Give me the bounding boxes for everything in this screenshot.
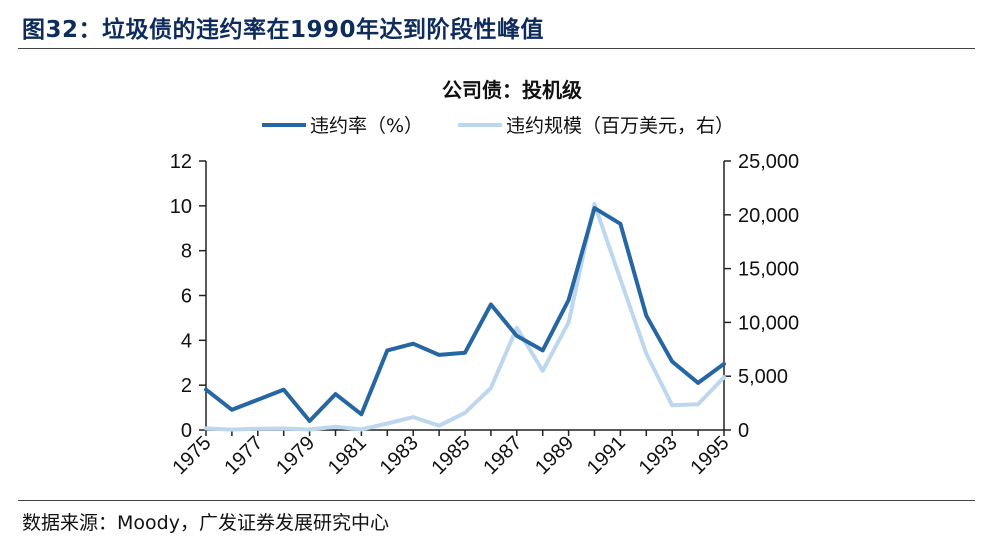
x-axis-tick-label: 1975 bbox=[169, 432, 216, 479]
data-point-default-amount bbox=[282, 427, 286, 430]
data-point-default-amount bbox=[308, 428, 312, 431]
x-axis-tick-label: 1983 bbox=[376, 432, 423, 479]
left-axis-tick-label: 6 bbox=[181, 286, 192, 308]
x-axis-tick-label: 1985 bbox=[428, 432, 475, 479]
data-point-default-rate bbox=[567, 298, 571, 302]
right-axis-tick-label: 15,000 bbox=[738, 259, 799, 281]
x-axis-tick-label: 1991 bbox=[583, 432, 630, 479]
data-point-default-rate bbox=[334, 392, 337, 396]
legend-label-default-rate: 违约率（%） bbox=[310, 115, 423, 137]
data-point-default-rate bbox=[230, 408, 234, 412]
data-point-default-rate bbox=[204, 388, 208, 392]
data-point-default-amount bbox=[359, 428, 363, 431]
data-point-default-rate bbox=[618, 222, 622, 226]
chart-title: 公司债：投机级 bbox=[442, 78, 582, 102]
right-axis-tick-label: 5,000 bbox=[738, 366, 788, 388]
data-point-default-amount bbox=[670, 403, 674, 407]
data-point-default-rate bbox=[593, 206, 596, 210]
bottom-rule bbox=[18, 500, 975, 501]
series-layer bbox=[204, 202, 726, 432]
data-point-default-amount bbox=[593, 202, 596, 206]
x-axis-tick-label: 1979 bbox=[272, 432, 319, 479]
data-point-default-rate bbox=[463, 351, 467, 355]
data-point-default-amount bbox=[230, 428, 234, 432]
x-axis-tick-label: 1981 bbox=[324, 432, 371, 479]
top-rule bbox=[18, 48, 975, 49]
data-point-default-rate bbox=[437, 353, 441, 357]
right-axis-tick-label: 20,000 bbox=[738, 205, 799, 227]
data-point-default-rate bbox=[256, 398, 260, 402]
x-axis-tick-label: 1995 bbox=[687, 432, 734, 479]
data-point-default-rate bbox=[722, 362, 726, 366]
data-point-default-amount bbox=[256, 427, 260, 431]
data-point-default-rate bbox=[282, 388, 286, 392]
data-point-default-rate bbox=[359, 412, 363, 416]
data-point-default-amount bbox=[204, 426, 208, 430]
left-axis-tick-label: 12 bbox=[170, 151, 192, 173]
data-point-default-rate bbox=[308, 419, 312, 423]
data-point-default-rate bbox=[644, 314, 648, 318]
left-axis-tick-label: 0 bbox=[181, 420, 192, 442]
data-point-default-amount bbox=[411, 415, 415, 419]
data-point-default-amount bbox=[515, 326, 519, 330]
axes: 0 2 4 6 8 10 12 0 5,000 10,000 15,000 20,000 25,000 1… bbox=[169, 151, 800, 479]
right-axis-tick-label: 0 bbox=[738, 420, 749, 442]
data-point-default-rate bbox=[670, 360, 674, 364]
x-axis-tick-label: 1977 bbox=[220, 432, 267, 479]
data-point-default-rate bbox=[696, 381, 700, 385]
data-point-default-amount bbox=[385, 422, 389, 425]
figure-title: 图32：垃圾债的违约率在1990年达到阶段性峰值 bbox=[22, 17, 545, 43]
left-axis-tick-label: 10 bbox=[170, 196, 192, 218]
data-point-default-amount bbox=[696, 402, 700, 406]
x-axis-tick-label: 1987 bbox=[479, 432, 526, 479]
legend-label-default-amount: 违约规模（百万美元，右） bbox=[506, 115, 734, 137]
x-axis-tick-label: 1993 bbox=[635, 432, 682, 479]
source-note: 数据来源：Moody，广发证券发展研究中心 bbox=[22, 512, 389, 534]
data-point-default-rate bbox=[489, 303, 493, 306]
data-point-default-amount bbox=[437, 424, 441, 428]
data-point-default-amount bbox=[618, 277, 622, 281]
data-point-default-amount bbox=[463, 411, 467, 415]
right-axis-tick-label: 10,000 bbox=[738, 312, 799, 334]
data-point-default-amount bbox=[722, 375, 726, 379]
data-point-default-rate bbox=[385, 348, 389, 352]
data-point-default-rate bbox=[515, 334, 519, 338]
x-axis-tick-label: 1989 bbox=[531, 432, 578, 479]
left-axis-tick-label: 8 bbox=[181, 241, 192, 263]
left-axis-tick-label: 4 bbox=[181, 330, 192, 352]
data-point-default-rate bbox=[411, 342, 415, 346]
data-point-default-amount bbox=[644, 352, 648, 356]
legend: 违约率（%） 违约规模（百万美元，右） bbox=[262, 115, 734, 137]
data-point-default-amount bbox=[489, 386, 493, 390]
data-point-default-amount bbox=[541, 369, 545, 373]
data-point-default-amount bbox=[334, 425, 337, 429]
left-axis-tick-label: 2 bbox=[181, 375, 192, 397]
data-point-default-amount bbox=[567, 320, 571, 324]
right-axis-tick-label: 25,000 bbox=[738, 151, 799, 173]
data-point-default-rate bbox=[541, 348, 545, 352]
